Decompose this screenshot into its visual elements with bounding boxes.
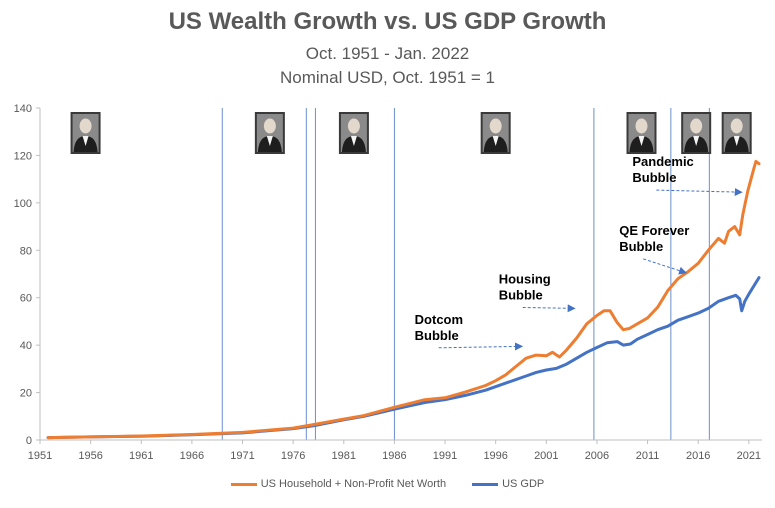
legend-swatch-gdp <box>472 482 499 486</box>
portrait-head <box>730 118 743 134</box>
portrait-shirt <box>82 136 89 146</box>
annotation-text: Pandemic <box>632 154 693 169</box>
portrait-shirt <box>266 136 273 146</box>
chart-legend: US Household + Non-Profit Net Worth US G… <box>0 478 775 490</box>
portrait-7 <box>721 112 752 154</box>
y-tick-label: 0 <box>26 435 32 447</box>
portrait-6 <box>681 112 712 154</box>
portrait-shirt <box>492 136 499 146</box>
portrait-2 <box>254 112 285 154</box>
x-tick-label: 1971 <box>230 450 254 462</box>
x-tick-label: 2021 <box>737 450 761 462</box>
x-tick-label: 2006 <box>585 450 609 462</box>
x-tick-label: 1976 <box>281 450 305 462</box>
portrait-5 <box>626 112 657 154</box>
annotation-text: Bubble <box>619 239 663 254</box>
x-tick-label: 1956 <box>78 450 102 462</box>
annotation-text: Dotcom <box>415 312 463 327</box>
portrait-head <box>635 118 648 134</box>
y-tick-label: 100 <box>14 198 32 210</box>
portrait-3 <box>338 112 369 154</box>
annotation-text: Bubble <box>632 170 676 185</box>
legend-item-net-worth: US Household + Non-Profit Net Worth <box>230 478 447 490</box>
portrait-4 <box>480 112 511 154</box>
portrait-head <box>79 118 92 134</box>
portrait-shirt <box>350 136 357 146</box>
series-line-gdp <box>46 276 761 440</box>
y-tick-label: 20 <box>20 388 32 400</box>
annotation-text: Housing <box>499 271 551 286</box>
annotation-text: Bubble <box>499 287 543 302</box>
x-tick-label: 1966 <box>180 450 204 462</box>
annotation-text: QE Forever <box>619 223 689 238</box>
y-tick-label: 120 <box>14 150 32 162</box>
portrait-shirt <box>693 136 700 146</box>
y-tick-label: 80 <box>20 245 32 257</box>
legend-label-net-worth: US Household + Non-Profit Net Worth <box>260 478 447 490</box>
x-tick-label: 1991 <box>433 450 457 462</box>
portrait-1 <box>70 112 101 154</box>
annotation-arrow <box>656 188 743 197</box>
x-tick-label: 2011 <box>636 450 660 462</box>
x-tick-label: 1951 <box>28 450 52 462</box>
legend-item-gdp: US GDP <box>472 478 544 490</box>
portrait-head <box>347 118 360 134</box>
x-tick-label: 2001 <box>534 450 558 462</box>
chart-subtitle-units: Nominal USD, Oct. 1951 = 1 <box>280 68 495 87</box>
portrait-shirt <box>638 136 645 146</box>
annotation-arrow <box>438 342 524 351</box>
x-tick-label: 2016 <box>686 450 710 462</box>
annotation-arrow <box>643 258 688 275</box>
portrait-head <box>690 118 703 134</box>
y-tick-label: 60 <box>20 293 32 305</box>
x-tick-label: 1981 <box>332 450 356 462</box>
chart-title: US Wealth Growth vs. US GDP Growth <box>168 8 607 35</box>
y-tick-label: 40 <box>20 340 32 352</box>
portrait-shirt <box>733 136 740 146</box>
chart-subtitle-period: Oct. 1951 - Jan. 2022 <box>305 44 470 63</box>
annotation-arrow <box>522 304 576 313</box>
series-line-net-worth <box>46 159 761 440</box>
x-tick-label: 1986 <box>382 450 406 462</box>
legend-swatch-net-worth <box>230 482 257 486</box>
x-tick-label: 1996 <box>483 450 507 462</box>
legend-label-gdp: US GDP <box>502 478 545 490</box>
x-tick-label: 1961 <box>129 450 153 462</box>
y-tick-label: 140 <box>14 103 32 115</box>
portrait-head <box>263 118 276 134</box>
portrait-head <box>489 118 502 134</box>
annotation-text: Bubble <box>415 328 459 343</box>
